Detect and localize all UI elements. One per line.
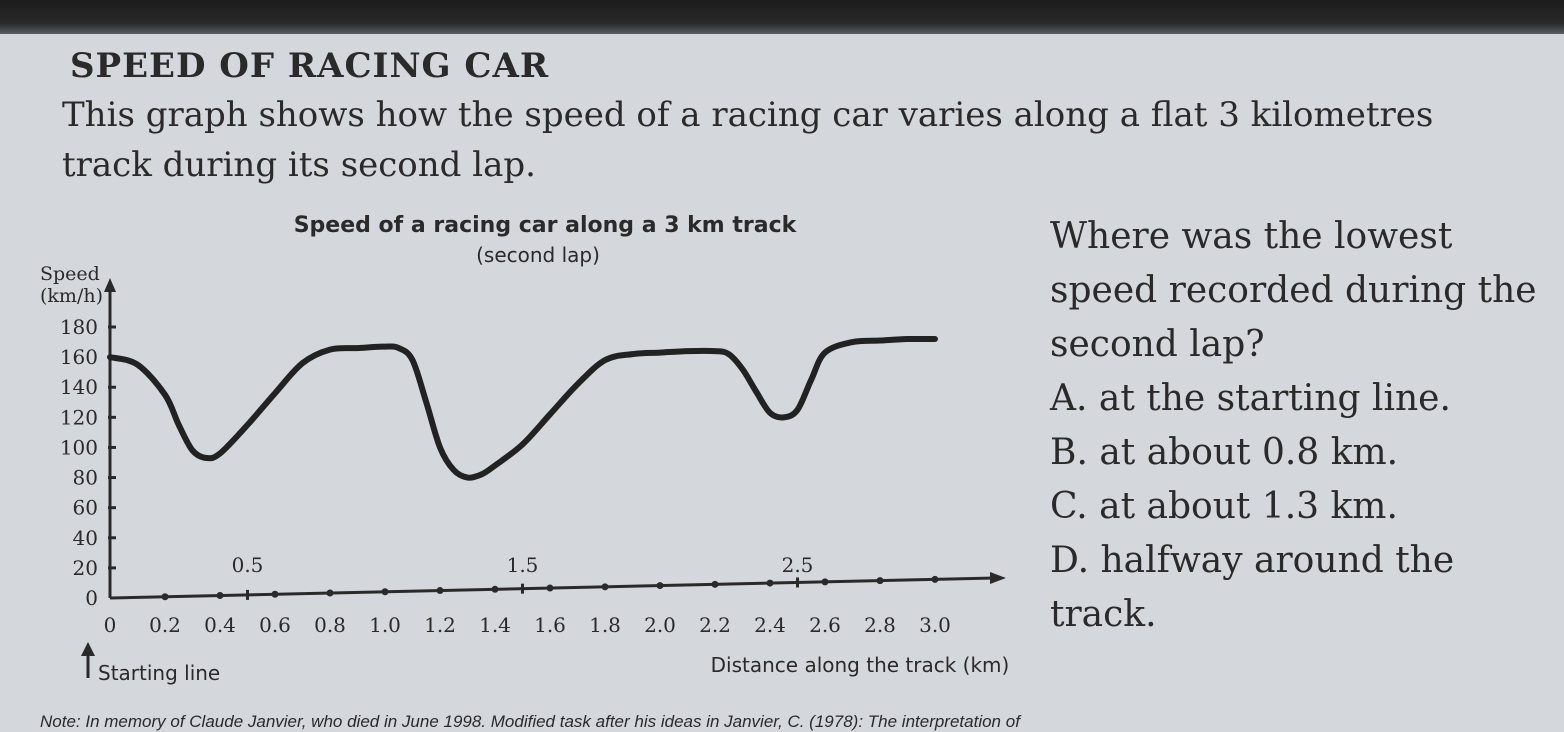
option-c[interactable]: C. at about 1.3 km. <box>1050 486 1398 527</box>
top-bar <box>0 0 1564 34</box>
x-tick-mark <box>766 579 774 587</box>
y-tick-label: 100 <box>60 435 98 459</box>
question-panel: Where was the lowest speed recorded duri… <box>1050 210 1550 642</box>
x-tick-mark <box>326 589 334 597</box>
y-tick-label: 120 <box>60 405 98 429</box>
half-tick-label: 0.5 <box>232 553 264 577</box>
x-tick-mark <box>271 590 279 598</box>
speed-chart: Speed of a racing car along a 3 km track… <box>40 213 1010 685</box>
y-tick-label: 40 <box>73 526 98 550</box>
x-tick-mark <box>821 578 829 586</box>
x-tick-mark <box>216 592 224 600</box>
y-tick-label: 80 <box>73 466 98 490</box>
option-d[interactable]: D. halfway around the track. <box>1050 540 1455 635</box>
y-tick-label: 140 <box>60 375 98 399</box>
y-ticks: 0 20 40 60 80 100 120 140 160 180 <box>60 315 116 610</box>
x-tick-label: 0.8 <box>314 613 346 637</box>
x-tick-label: 0 <box>104 613 117 637</box>
page-heading: SPEED OF RACING CAR <box>70 46 550 86</box>
x-tick-label: 1.2 <box>424 613 456 637</box>
y-tick-label: 180 <box>60 315 98 339</box>
x-tick-mark <box>381 588 389 596</box>
option-b[interactable]: B. at about 0.8 km. <box>1050 432 1399 473</box>
x-tick-mark <box>711 580 719 588</box>
x-tick-label: 0.2 <box>149 613 181 637</box>
x-tick-label: 2.8 <box>864 613 896 637</box>
x-tick-mark <box>601 583 609 591</box>
half-tick-label: 2.5 <box>782 553 814 577</box>
x-tick-label: 2.2 <box>699 613 731 637</box>
x-tick-label: 2.4 <box>754 613 786 637</box>
chart-subtitle: (second lap) <box>476 243 600 267</box>
y-axis-label-line: Speed <box>40 263 100 285</box>
chart-title: Speed of a racing car along a 3 km track <box>294 213 798 238</box>
x-tick-label: 1.4 <box>479 613 511 637</box>
x-tick-label: 0.6 <box>259 613 291 637</box>
x-tick-mark <box>491 585 499 593</box>
x-axis-arrow <box>990 572 1006 584</box>
y-tick-label: 20 <box>73 556 98 580</box>
footnote: Note: In memory of Claude Janvier, who d… <box>40 712 1020 731</box>
y-axis-label: Speed (km/h) <box>40 263 103 307</box>
starting-line-arrow-head <box>81 642 95 656</box>
y-axis-arrow <box>104 278 116 292</box>
option-a[interactable]: A. at the starting line. <box>1050 378 1451 419</box>
x-tick-label: 3.0 <box>919 613 951 637</box>
x-tick-mark <box>931 575 939 583</box>
x-tick-label: 2.6 <box>809 613 841 637</box>
x-tick-label: 1.8 <box>589 613 621 637</box>
x-tick-label: 1.6 <box>534 613 566 637</box>
speed-series-line <box>107 335 938 481</box>
x-tick-mark <box>546 584 554 592</box>
y-axis-label-line: (km/h) <box>40 285 103 307</box>
x-tick-mark <box>876 577 884 585</box>
x-tick-label: 0.4 <box>204 613 236 637</box>
x-tick-label: 2.0 <box>644 613 676 637</box>
x-tick-mark <box>656 582 664 590</box>
x-axis-label: Distance along the track (km) <box>711 653 1010 677</box>
y-tick-label: 160 <box>60 345 98 369</box>
y-tick-label: 0 <box>85 586 98 610</box>
starting-line-label: Starting line <box>98 661 220 685</box>
intro-text: This graph shows how the speed of a raci… <box>62 95 1434 185</box>
x-tick-mark <box>161 593 169 601</box>
x-ticks: 0 0.2 0.4 0.6 0.8 1.0 1.2 1.4 1.6 1.8 2.0 2.2 2.4 2.6… <box>104 575 951 637</box>
x-tick-label: 1.0 <box>369 613 401 637</box>
y-tick-label: 60 <box>73 496 98 520</box>
question-stem: Where was the lowest speed recorded duri… <box>1050 216 1537 365</box>
x-tick-mark <box>436 587 444 595</box>
half-km-ticks: 0.5 1.5 2.5 <box>232 553 814 600</box>
half-tick-label: 1.5 <box>507 553 539 577</box>
